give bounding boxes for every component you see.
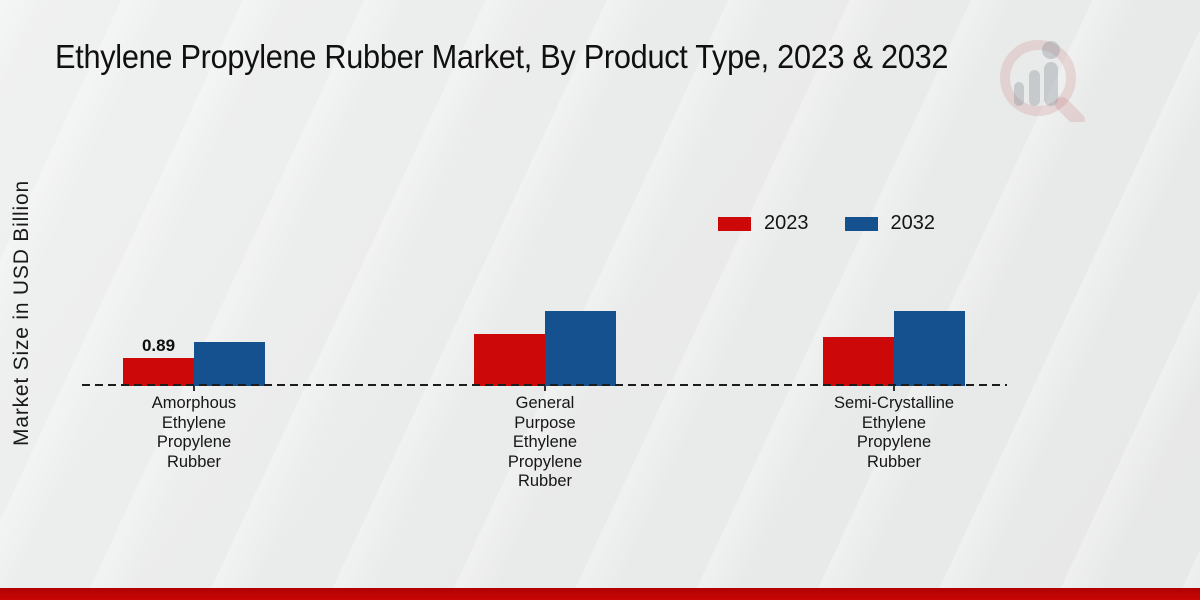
category-label-group1: Amorphous Ethylene Propylene Rubber	[151, 394, 237, 471]
x-axis-tick-group3	[893, 386, 895, 391]
chart-title: Ethylene Propylene Rubber Market, By Pro…	[55, 38, 949, 75]
footer-accent-strip	[0, 588, 1200, 600]
legend-swatch-2032	[844, 216, 878, 231]
brand-watermark-logo	[1000, 40, 1085, 122]
legend-label-2032: 2032	[890, 212, 936, 234]
bar-2023-group2	[474, 334, 545, 386]
x-axis-tick-group2	[544, 386, 546, 391]
legend: 2023 2032	[718, 212, 935, 235]
bar-2032-group1	[194, 342, 265, 386]
category-label-group2: General Purpose Ethylene Propylene Rubbe…	[507, 394, 583, 490]
legend-item-2032: 2032	[844, 212, 936, 235]
bar-2023-group1	[123, 358, 194, 386]
legend-item-2023: 2023	[718, 212, 809, 235]
x-axis-tick-group1	[193, 386, 195, 391]
bar-2023-group3	[823, 337, 894, 386]
magnifier-icon	[1000, 40, 1085, 122]
bar-value-label-2023-group1: 0.89	[141, 336, 176, 355]
bar-2032-group2	[545, 311, 616, 386]
x-axis-baseline	[82, 384, 1007, 386]
category-label-group3: Semi-Crystalline Ethylene Propylene Rubb…	[833, 394, 955, 471]
legend-swatch-2023	[718, 216, 751, 231]
bar-2032-group3	[894, 311, 965, 386]
legend-label-2023: 2023	[764, 212, 809, 234]
